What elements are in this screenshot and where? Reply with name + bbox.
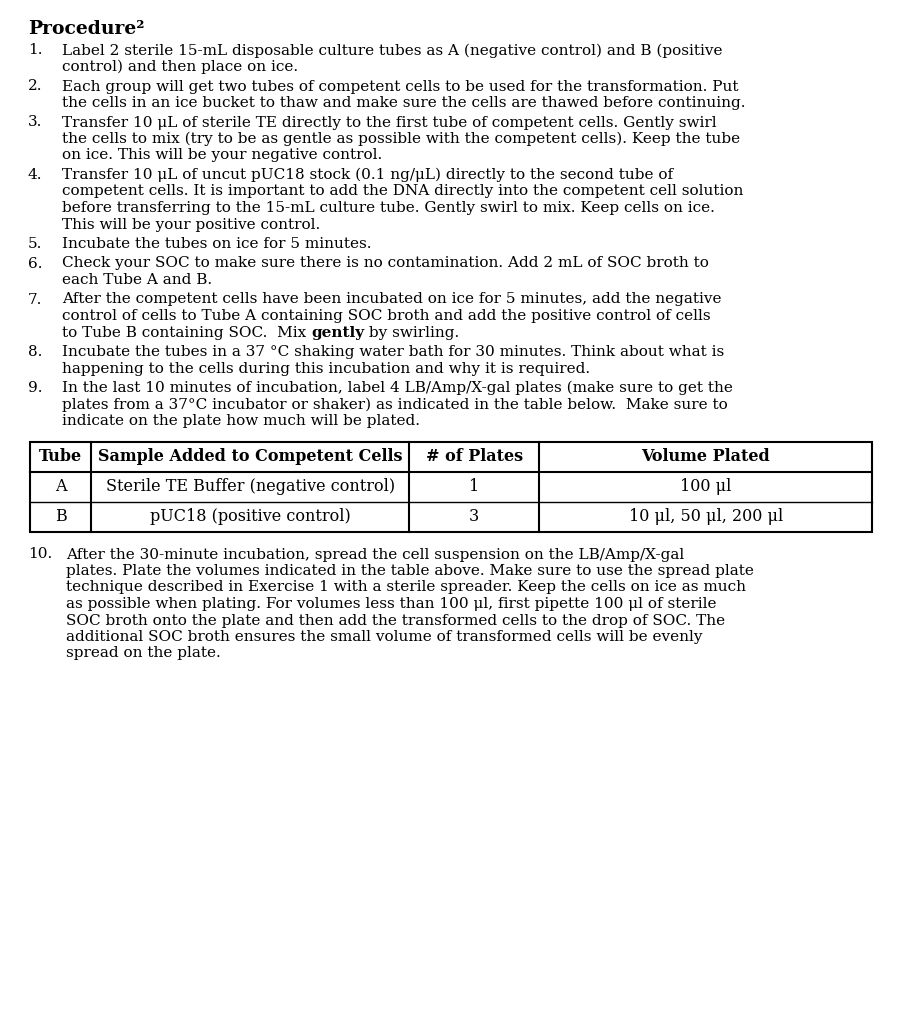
- Text: 10.: 10.: [28, 548, 52, 561]
- Text: 9.: 9.: [28, 381, 42, 395]
- Text: gently: gently: [311, 326, 364, 340]
- Text: After the competent cells have been incubated on ice for 5 minutes, add the nega: After the competent cells have been incu…: [62, 293, 722, 306]
- Text: happening to the cells during this incubation and why it is required.: happening to the cells during this incub…: [62, 361, 590, 376]
- Text: This will be your positive control.: This will be your positive control.: [62, 217, 320, 231]
- Text: pUC18 (positive control): pUC18 (positive control): [150, 508, 351, 525]
- Text: additional SOC broth ensures the small volume of transformed cells will be evenl: additional SOC broth ensures the small v…: [66, 630, 703, 644]
- Text: 10 μl, 50 μl, 200 μl: 10 μl, 50 μl, 200 μl: [629, 508, 783, 525]
- Text: competent cells. It is important to add the DNA directly into the competent cell: competent cells. It is important to add …: [62, 184, 743, 199]
- Text: spread on the plate.: spread on the plate.: [66, 646, 221, 660]
- Text: 3.: 3.: [28, 116, 42, 129]
- Text: Sterile TE Buffer (negative control): Sterile TE Buffer (negative control): [106, 478, 395, 495]
- Text: 8.: 8.: [28, 345, 42, 359]
- Text: In the last 10 minutes of incubation, label 4 LB/Amp/X-gal plates (make sure to : In the last 10 minutes of incubation, la…: [62, 381, 732, 395]
- Text: SOC broth onto the plate and then add the transformed cells to the drop of SOC. : SOC broth onto the plate and then add th…: [66, 613, 725, 628]
- Text: 1.: 1.: [28, 43, 42, 57]
- Text: Volume Plated: Volume Plated: [641, 449, 770, 465]
- Text: After the 30-minute incubation, spread the cell suspension on the LB/Amp/X-gal: After the 30-minute incubation, spread t…: [66, 548, 685, 561]
- Text: Transfer 10 μL of uncut pUC18 stock (0.1 ng/μL) directly to the second tube of: Transfer 10 μL of uncut pUC18 stock (0.1…: [62, 168, 673, 182]
- Text: 4.: 4.: [28, 168, 42, 182]
- Text: Label 2 sterile 15-mL disposable culture tubes as A (negative control) and B (po: Label 2 sterile 15-mL disposable culture…: [62, 43, 723, 58]
- Text: B: B: [55, 508, 67, 525]
- Text: technique described in Exercise 1 with a sterile spreader. Keep the cells on ice: technique described in Exercise 1 with a…: [66, 581, 746, 595]
- Text: as possible when plating. For volumes less than 100 μl, first pipette 100 μl of : as possible when plating. For volumes le…: [66, 597, 716, 611]
- Text: the cells to mix (try to be as gentle as possible with the competent cells). Kee: the cells to mix (try to be as gentle as…: [62, 132, 741, 146]
- Text: Procedure²: Procedure²: [28, 20, 144, 38]
- Bar: [30, 441, 872, 531]
- Text: before transferring to the 15-mL culture tube. Gently swirl to mix. Keep cells o: before transferring to the 15-mL culture…: [62, 201, 715, 215]
- Text: control of cells to Tube A containing SOC broth and add the positive control of : control of cells to Tube A containing SO…: [62, 309, 711, 323]
- Text: by swirling.: by swirling.: [364, 326, 459, 340]
- Text: Sample Added to Competent Cells: Sample Added to Competent Cells: [98, 449, 402, 465]
- Text: Each group will get two tubes of competent cells to be used for the transformati: Each group will get two tubes of compete…: [62, 80, 739, 93]
- Text: the cells in an ice bucket to thaw and make sure the cells are thawed before con: the cells in an ice bucket to thaw and m…: [62, 96, 745, 110]
- Text: on ice. This will be your negative control.: on ice. This will be your negative contr…: [62, 148, 382, 163]
- Text: Check your SOC to make sure there is no contamination. Add 2 mL of SOC broth to: Check your SOC to make sure there is no …: [62, 256, 709, 270]
- Text: 2.: 2.: [28, 80, 42, 93]
- Text: Tube: Tube: [39, 449, 82, 465]
- Text: 5.: 5.: [28, 237, 42, 251]
- Text: 6.: 6.: [28, 256, 42, 270]
- Text: plates. Plate the volumes indicated in the table above. Make sure to use the spr: plates. Plate the volumes indicated in t…: [66, 564, 754, 578]
- Text: 100 μl: 100 μl: [680, 478, 732, 495]
- Text: Transfer 10 μL of sterile TE directly to the first tube of competent cells. Gent: Transfer 10 μL of sterile TE directly to…: [62, 116, 716, 129]
- Text: # of Plates: # of Plates: [426, 449, 523, 465]
- Text: Incubate the tubes in a 37 °C shaking water bath for 30 minutes. Think about wha: Incubate the tubes in a 37 °C shaking wa…: [62, 345, 724, 359]
- Text: A: A: [55, 478, 67, 495]
- Text: to Tube B containing SOC.  Mix: to Tube B containing SOC. Mix: [62, 326, 311, 340]
- Text: 1: 1: [469, 478, 479, 495]
- Text: 7.: 7.: [28, 293, 42, 306]
- Text: 3: 3: [469, 508, 479, 525]
- Text: each Tube A and B.: each Tube A and B.: [62, 273, 212, 287]
- Text: Incubate the tubes on ice for 5 minutes.: Incubate the tubes on ice for 5 minutes.: [62, 237, 372, 251]
- Text: indicate on the plate how much will be plated.: indicate on the plate how much will be p…: [62, 414, 420, 428]
- Text: control) and then place on ice.: control) and then place on ice.: [62, 60, 299, 75]
- Text: plates from a 37°C incubator or shaker) as indicated in the table below.  Make s: plates from a 37°C incubator or shaker) …: [62, 397, 728, 412]
